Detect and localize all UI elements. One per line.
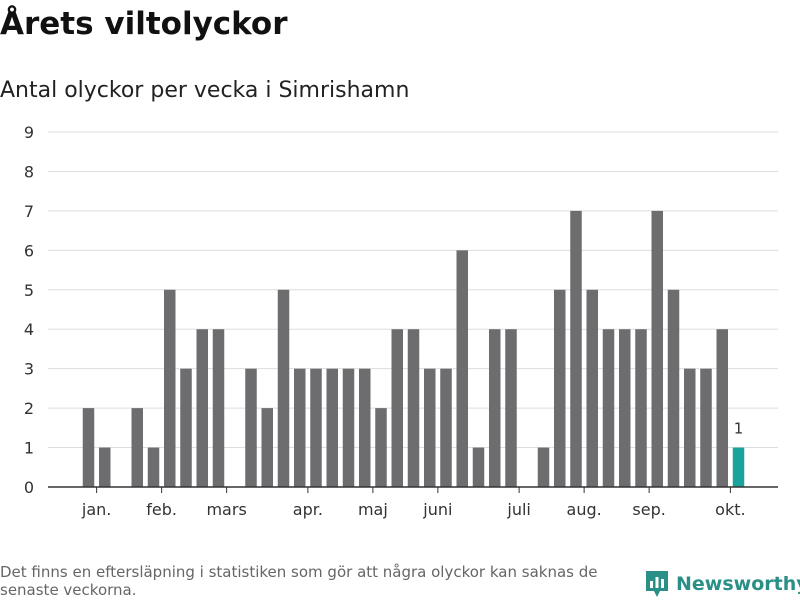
y-tick-label: 4: [24, 320, 34, 339]
bar: [196, 329, 208, 487]
bar: [489, 329, 501, 487]
x-tick-label: feb.: [146, 500, 177, 519]
x-tick-label: mars: [206, 500, 246, 519]
highlight-data-label: 1: [734, 420, 744, 438]
y-tick-label: 6: [24, 241, 34, 260]
bar: [82, 408, 95, 487]
y-tick-label: 7: [24, 202, 34, 221]
bar: [684, 368, 696, 487]
bar: [505, 329, 517, 487]
y-tick-label: 5: [24, 281, 34, 300]
bar: [342, 368, 355, 487]
bar: [651, 210, 663, 487]
brand-name: Newsworthy: [676, 573, 800, 595]
chart-title: Årets viltolyckor: [0, 6, 288, 42]
x-tick-label: juli: [506, 500, 530, 519]
bar: [716, 329, 728, 487]
bar: [212, 329, 225, 487]
y-tick-label: 3: [24, 360, 34, 379]
x-tick-label: sep.: [632, 500, 665, 519]
bars: [82, 210, 745, 487]
bar: [310, 368, 322, 487]
bar: [570, 210, 582, 487]
brand-logo[interactable]: Newsworthy: [644, 569, 800, 599]
bar-chart-logo-icon: [646, 571, 668, 597]
data-labels: 1: [734, 420, 744, 438]
x-tick-label: juni: [422, 500, 452, 519]
x-tick-label: apr.: [293, 500, 323, 519]
bar: [554, 289, 566, 487]
bar: [619, 329, 631, 487]
bar: [602, 329, 615, 487]
y-tick-label: 2: [24, 399, 34, 418]
y-tick-label: 8: [24, 162, 34, 181]
bar: [391, 329, 403, 487]
y-tick-label: 9: [24, 123, 34, 142]
bar: [586, 289, 598, 487]
x-tick-label: maj: [358, 500, 388, 519]
bar: [537, 447, 550, 487]
bar: [326, 368, 338, 487]
bar: [700, 368, 712, 487]
bar-chart: 0 1 2 3 4 5 6 7 8 9 jan. feb. mars apr. maj juni juli au…: [24, 123, 778, 519]
y-tick-label: 0: [24, 478, 34, 497]
bar: [407, 329, 420, 487]
bar: [667, 289, 680, 487]
bar: [359, 368, 371, 487]
bar: [180, 368, 192, 487]
bar: [424, 368, 436, 487]
bar: [277, 289, 290, 487]
bar: [245, 368, 257, 487]
bar: [375, 408, 387, 487]
bar: [635, 329, 647, 487]
bar: [472, 447, 485, 487]
y-axis-ticks: 0 1 2 3 4 5 6 7 8 9: [24, 123, 34, 497]
x-axis-ticks: jan. feb. mars apr. maj juni juli aug. sep. okt.: [81, 487, 746, 519]
bar: [99, 447, 111, 487]
bar-highlight: [732, 447, 745, 487]
x-tick-label: jan.: [81, 500, 111, 519]
bar: [131, 408, 143, 487]
bar: [440, 368, 452, 487]
y-tick-label: 1: [24, 439, 34, 458]
chart-subtitle: Antal olyckor per vecka i Simrishamn: [0, 78, 410, 103]
footnote: Det finns en eftersläpning i statistiken…: [0, 563, 598, 599]
x-tick-label: okt.: [715, 500, 745, 519]
bar: [147, 447, 160, 487]
bar: [164, 289, 176, 487]
bar: [456, 250, 468, 487]
x-tick-label: aug.: [567, 500, 602, 519]
bar: [294, 368, 306, 487]
bar: [261, 408, 273, 487]
